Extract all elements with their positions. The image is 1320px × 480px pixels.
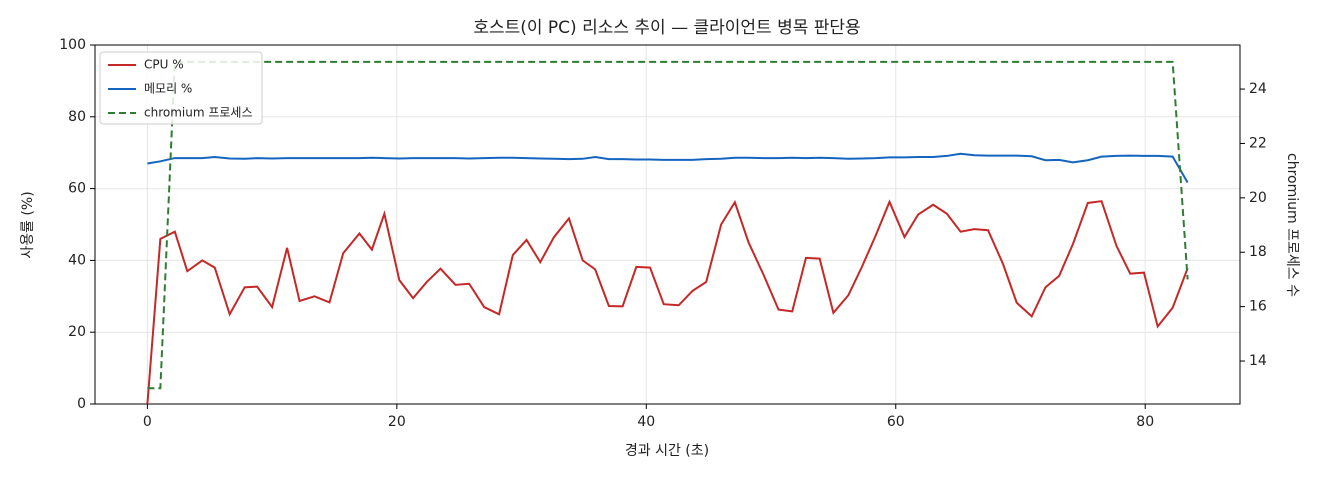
y2-tick-label: 14 xyxy=(1249,353,1267,369)
series-line xyxy=(146,199,1189,405)
y2-axis-label: chromium 프로세스 수 xyxy=(1284,153,1300,297)
legend-label: CPU % xyxy=(144,58,184,72)
y-axis-label: 사용률 (%) xyxy=(20,191,36,258)
plot-frame xyxy=(94,44,1241,405)
legend-label: 메모리 % xyxy=(144,82,192,96)
y-tick-label: 80 xyxy=(68,109,86,125)
y2-tick-label: 24 xyxy=(1249,81,1267,97)
y2-tick-label: 18 xyxy=(1249,244,1267,260)
chart-title: 호스트(이 PC) 리소스 추이 — 클라이언트 병목 판단용 xyxy=(473,18,860,38)
x-tick-label: 40 xyxy=(637,414,655,430)
legend-label: chromium 프로세스 xyxy=(144,106,253,120)
y2-tick-label: 22 xyxy=(1249,135,1267,151)
y-tick-label: 40 xyxy=(68,252,86,268)
series-line xyxy=(147,152,1189,183)
x-tick-label: 60 xyxy=(887,414,905,430)
x-axis-label: 경과 시간 (초) xyxy=(625,443,709,459)
y-tick-label: 60 xyxy=(68,181,86,197)
y2-tick-label: 20 xyxy=(1249,190,1267,206)
x-tick-label: 20 xyxy=(388,414,406,430)
y-tick-label: 20 xyxy=(68,324,86,340)
x-tick-label: 0 xyxy=(143,414,152,430)
x-tick-label: 80 xyxy=(1136,414,1154,430)
series-line xyxy=(147,60,1189,390)
y-tick-label: 100 xyxy=(59,37,86,53)
y2-tick-label: 16 xyxy=(1249,299,1267,315)
legend-box xyxy=(99,51,263,125)
y-tick-label: 0 xyxy=(77,396,86,412)
